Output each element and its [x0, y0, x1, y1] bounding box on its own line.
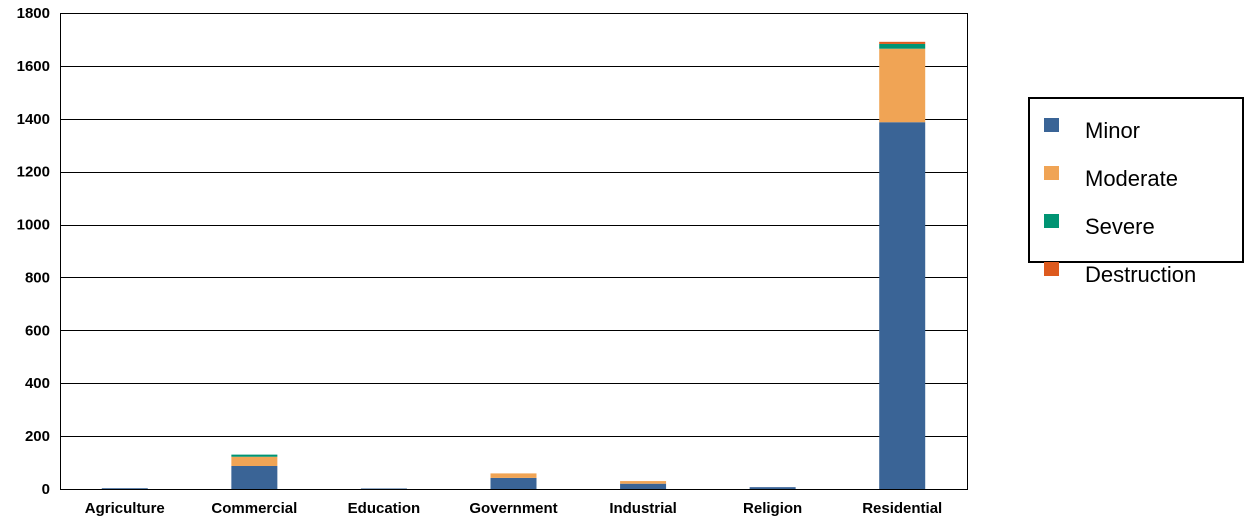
y-tick-labels: 0 200 400 600 800 1000 1200 1400 1600 1800 [17, 5, 50, 498]
x-tick-label-religion: Religion [743, 500, 802, 517]
legend-label: Destruction [1085, 262, 1197, 287]
x-tick-label-industrial: Industrial [609, 500, 677, 517]
x-tick-label-education: Education [348, 500, 421, 517]
y-tick-label: 1200 [17, 164, 50, 181]
bars [101, 41, 926, 490]
y-tick-label: 1800 [17, 5, 50, 22]
legend-label: Severe [1085, 214, 1155, 239]
bar-residential-severe [879, 43, 926, 49]
bar-education-minor [360, 488, 407, 490]
legend-label: Minor [1085, 118, 1141, 143]
y-tick-label: 400 [25, 375, 50, 392]
legend-swatch [1044, 166, 1059, 180]
bar-government-moderate [490, 473, 537, 478]
y-tick-label: 800 [25, 269, 50, 286]
legend-swatch [1044, 118, 1059, 132]
bar-religion-minor [749, 487, 796, 489]
bar-residential-minor [879, 122, 926, 490]
y-tick-label: 200 [25, 428, 50, 445]
bar-government-minor [490, 477, 537, 489]
x-tick-label-agriculture: Agriculture [85, 500, 165, 517]
bar-commercial-moderate [231, 456, 278, 466]
legend-swatch [1044, 262, 1059, 276]
plot-frame [60, 13, 968, 490]
bar-commercial-minor [231, 465, 278, 489]
y-tick-label: 1400 [17, 111, 50, 128]
legend-item-severe: Severe [1044, 213, 1155, 239]
bar-commercial-severe [231, 454, 278, 457]
y-tick-label: 1000 [17, 217, 50, 234]
legend-swatch [1044, 214, 1059, 228]
legend-item-minor: Minor [1044, 117, 1141, 143]
legend-item-destruction: Destruction [1044, 261, 1197, 287]
x-tick-labels: Agriculture Commercial Education Government… [85, 500, 942, 517]
bar-residential-moderate [879, 48, 926, 123]
x-tick-label-commercial: Commercial [211, 500, 297, 517]
bar-agriculture-minor [101, 488, 148, 490]
grid-lines [60, 13, 967, 437]
y-tick-label: 1600 [17, 58, 50, 75]
x-tick-label-residential: Residential [862, 500, 942, 517]
axes [60, 13, 968, 490]
legend-item-moderate: Moderate [1044, 165, 1178, 191]
x-tick-label-government: Government [469, 500, 557, 517]
bar-industrial-moderate [620, 481, 667, 484]
legend: Minor Moderate Severe Destruction [1028, 97, 1244, 287]
legend-label: Moderate [1085, 166, 1178, 191]
bar-industrial-minor [620, 483, 667, 489]
bar-residential-destruction [879, 41, 926, 44]
y-tick-label: 0 [42, 481, 50, 498]
y-tick-label: 600 [25, 322, 50, 339]
